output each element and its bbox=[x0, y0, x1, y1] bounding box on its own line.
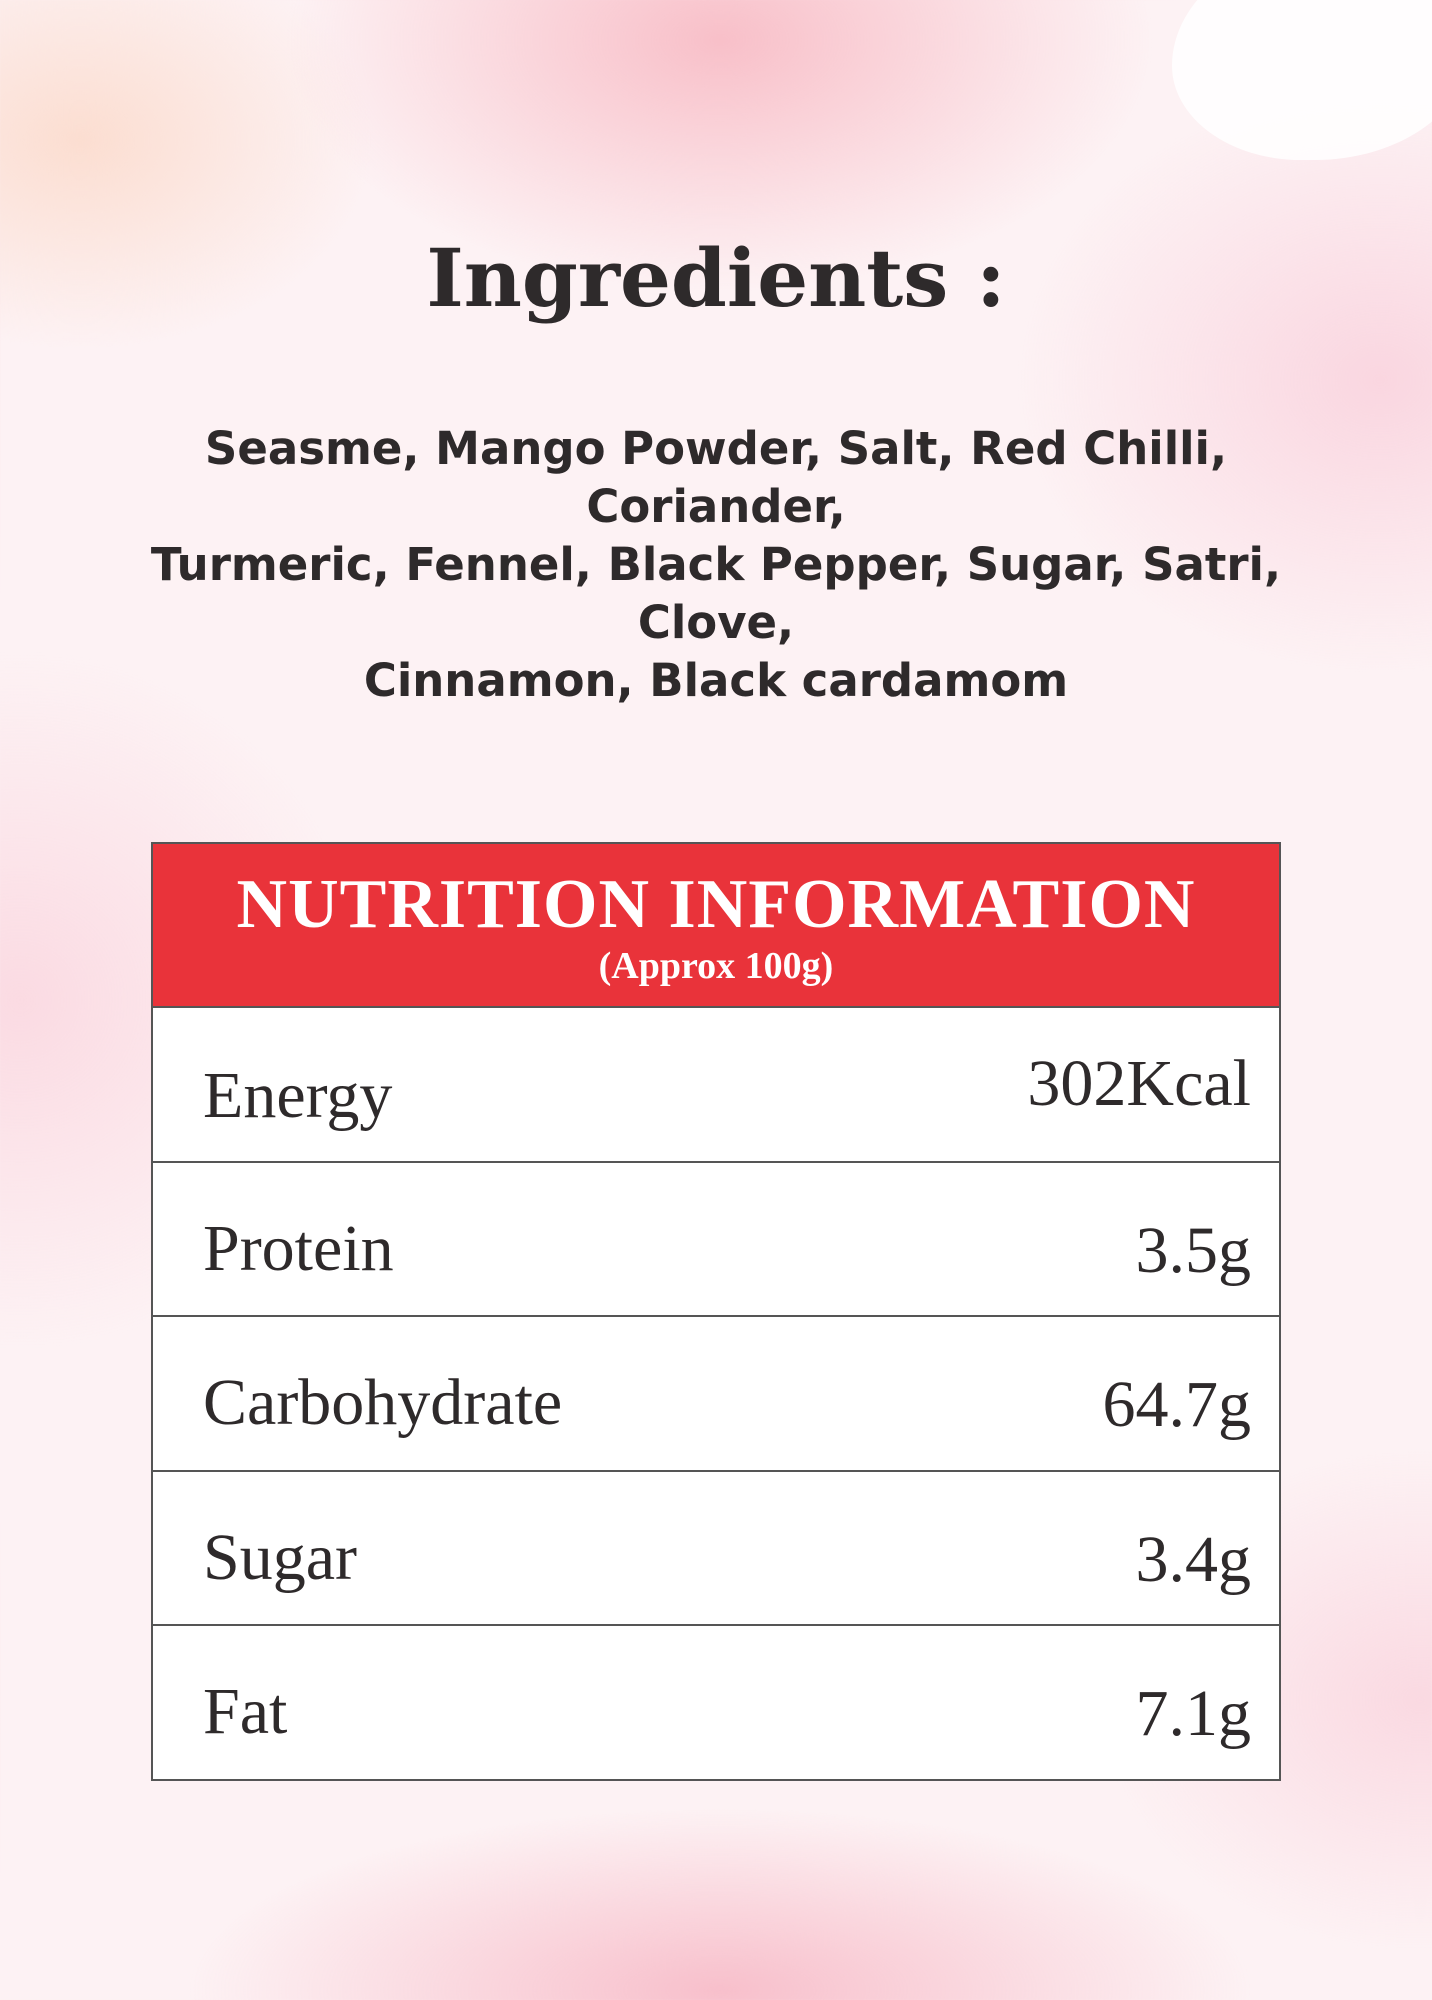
ingredients-line: Turmeric, Fennel, Black Pepper, Sugar, S… bbox=[150, 538, 1282, 649]
nutrition-subtitle: (Approx 100g) bbox=[598, 945, 834, 987]
nutrient-label: Protein bbox=[203, 1211, 394, 1285]
nutrition-title: NUTRITION INFORMATION bbox=[236, 866, 1196, 943]
nutrient-value: 7.1g bbox=[1135, 1677, 1252, 1751]
nutrient-label: Carbohydrate bbox=[203, 1366, 563, 1440]
nutrient-value: 64.7g bbox=[1102, 1368, 1252, 1442]
nutrient-label: Energy bbox=[203, 1059, 393, 1132]
nutrient-value: 3.4g bbox=[1135, 1522, 1252, 1596]
nutrient-label: Sugar bbox=[203, 1520, 357, 1594]
nutrition-row-energy: Energy 302Kcal bbox=[153, 1008, 1279, 1163]
nutrient-value: 3.5g bbox=[1135, 1213, 1252, 1287]
nutrition-row-carbohydrate: Carbohydrate 64.7g bbox=[153, 1317, 1279, 1472]
nutrient-label: Fat bbox=[203, 1675, 288, 1749]
ingredients-line: Seasme, Mango Powder, Salt, Red Chilli, … bbox=[204, 422, 1228, 533]
nutrition-row-protein: Protein 3.5g bbox=[153, 1163, 1279, 1318]
nutrition-row-sugar: Sugar 3.4g bbox=[153, 1472, 1279, 1627]
nutrition-table: NUTRITION INFORMATION (Approx 100g) Ener… bbox=[151, 842, 1281, 1781]
ingredients-title: Ingredients : bbox=[426, 231, 1006, 325]
nutrient-value: 302Kcal bbox=[1027, 1047, 1251, 1120]
nutrition-header: NUTRITION INFORMATION (Approx 100g) bbox=[153, 844, 1279, 1008]
ingredients-line: Cinnamon, Black cardamom bbox=[363, 654, 1069, 707]
background-splash bbox=[1172, 0, 1432, 160]
nutrition-row-fat: Fat 7.1g bbox=[153, 1626, 1279, 1781]
ingredients-list: Seasme, Mango Powder, Salt, Red Chilli, … bbox=[100, 420, 1332, 710]
